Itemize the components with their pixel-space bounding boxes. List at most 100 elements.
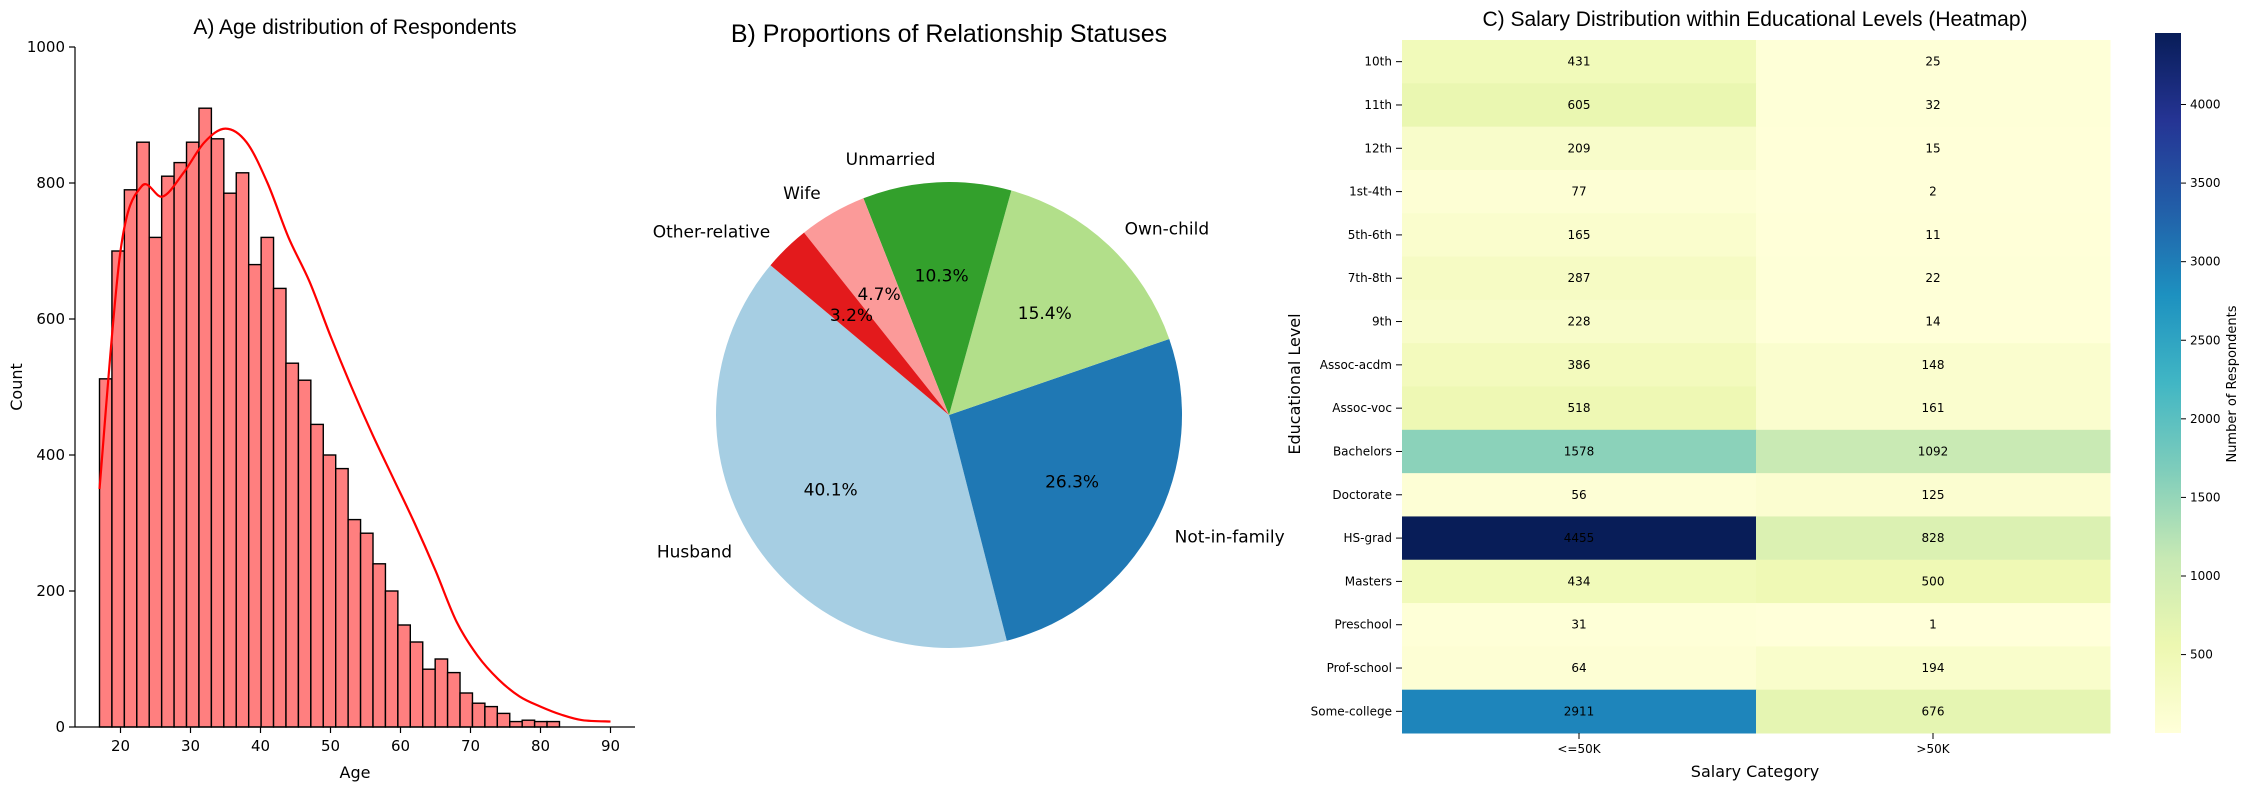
heatmap-cell-value: 828	[1922, 531, 1945, 545]
heatmap-cell-value: 2	[1929, 185, 1937, 199]
heatmap-cell	[1756, 169, 2111, 214]
histogram-bar	[484, 705, 499, 728]
pie-percent-label: 15.4%	[1018, 304, 1072, 324]
heatmap-cell	[1402, 429, 1757, 474]
y-tick-label: 0	[55, 718, 65, 736]
colorbar-tick-label: 500	[2190, 648, 2213, 662]
heatmap-cell	[1402, 256, 1757, 301]
colorbar-gradient	[2155, 33, 2181, 733]
heatmap-cell	[1402, 126, 1757, 171]
heatmap-cell-value: 676	[1922, 704, 1945, 718]
heatmap-cell	[1402, 689, 1757, 734]
y-tick-label: 400	[36, 446, 65, 464]
heatmap-cell-value: 194	[1922, 661, 1945, 675]
histogram-bar	[173, 161, 188, 728]
y-tick-label: 800	[36, 174, 65, 192]
histogram-bar	[148, 236, 163, 728]
heatmap-row-label: Bachelors	[1333, 444, 1392, 458]
heatmap-row-label: 1st-4th	[1349, 185, 1392, 199]
y-tick-label: 600	[36, 310, 65, 328]
heatmap-cell	[1756, 689, 2111, 734]
pie-percent-label: 10.3%	[915, 266, 969, 286]
heatmap-cell-value: 25	[1925, 55, 1940, 69]
relationship-pie-panel: B) Proportions of Relationship Statuses …	[653, 20, 1285, 648]
colorbar-tick-label: 4000	[2190, 98, 2221, 112]
heatmap-cell	[1756, 126, 2111, 171]
pie-category-label: Other-relative	[653, 222, 770, 242]
heatmap-cell-value: 1092	[1918, 444, 1949, 458]
heatmap-cell-value: 64	[1571, 661, 1586, 675]
heatmap-row-label: Doctorate	[1332, 488, 1392, 502]
histogram-bar	[198, 107, 213, 728]
heatmap-cell-value: 4455	[1564, 531, 1595, 545]
heatmap-cell	[1756, 646, 2111, 691]
heatmap-cell-value: 1578	[1564, 444, 1595, 458]
heatmap-row-label: Prof-school	[1327, 661, 1392, 675]
heatmap-column-labels: <=50K >50K	[1557, 733, 1951, 756]
heatmap-cell	[1402, 603, 1757, 647]
x-tick-label: 30	[181, 737, 200, 755]
colorbar-tick-label: 2000	[2190, 412, 2221, 426]
histogram-bar	[546, 720, 561, 728]
heatmap-row-label: 12th	[1364, 141, 1392, 155]
heatmap-cell-value: 431	[1568, 55, 1591, 69]
histogram-bar	[471, 702, 486, 728]
histogram-bar	[496, 712, 511, 728]
heatmap-title: C) Salary Distribution within Educationa…	[1482, 8, 2027, 31]
heatmap-row-label: 9th	[1372, 315, 1392, 329]
pie-slice	[949, 338, 1183, 641]
heatmap-cell	[1756, 213, 2111, 258]
heatmap-column-label: >50K	[1916, 742, 1950, 756]
pie-category-label: Own-child	[1125, 219, 1210, 239]
heatmap-cell-value: 500	[1922, 574, 1945, 588]
heatmap-cell	[1402, 83, 1757, 128]
x-tick-label: 70	[461, 737, 480, 755]
x-tick-label: 90	[601, 737, 620, 755]
heatmap-cell	[1402, 559, 1757, 604]
pie-slice	[863, 182, 1012, 415]
heatmap-cell-value: 161	[1922, 401, 1945, 415]
pie-title: B) Proportions of Relationship Statuses	[731, 20, 1167, 48]
heatmap-cell	[1402, 516, 1757, 561]
heatmap-y-label: Educational Level	[1285, 313, 1304, 454]
heatmap-cell-value: 165	[1568, 228, 1591, 242]
heatmap-cell-value: 228	[1568, 315, 1591, 329]
histogram-bar	[98, 378, 113, 728]
histogram-bar	[297, 379, 312, 728]
kde-curve	[98, 127, 611, 723]
heatmap-cell	[1402, 473, 1757, 517]
heatmap-cell-value: 125	[1922, 488, 1945, 502]
heatmap-x-label: Salary Category	[1691, 762, 1819, 781]
histogram-bar	[185, 141, 200, 728]
pie-percent-label: 3.2%	[830, 306, 873, 326]
pie-category-label: Husband	[657, 543, 732, 563]
heatmap-row-label: 10th	[1364, 55, 1392, 69]
histogram-y-ticks: 0 200 400 600 800 1000	[27, 38, 75, 736]
heatmap-cell-value: 14	[1925, 315, 1940, 329]
heatmap-row-label: 11th	[1364, 98, 1392, 112]
age-histogram-panel: A) Age distribution of Respondents 20 30 4…	[7, 16, 635, 782]
heatmap-row-label: 5th-6th	[1348, 228, 1392, 242]
histogram-bar	[123, 189, 138, 728]
histogram-bar	[285, 362, 300, 728]
heatmap-cell	[1756, 559, 2111, 604]
histogram-x-ticks: 20 30 40 50 60 70 80 90	[111, 727, 620, 755]
heatmap-cell	[1756, 40, 2111, 84]
heatmap-cell	[1402, 169, 1757, 214]
histogram-bar	[384, 590, 399, 728]
pie-slice	[716, 265, 1007, 648]
histogram-bar	[272, 287, 287, 728]
histogram-bar	[210, 138, 225, 728]
x-tick-label: 50	[321, 737, 340, 755]
histogram-bar	[260, 236, 275, 728]
heatmap-cell	[1402, 343, 1757, 387]
heatmap-cell	[1402, 299, 1757, 344]
histogram-y-label: Count	[7, 363, 26, 411]
histogram-bar	[397, 624, 412, 728]
pie-slice	[770, 232, 949, 415]
heatmap-cell-value: 287	[1568, 271, 1591, 285]
heatmap-cell	[1756, 299, 2111, 344]
colorbar: 500 1000 1500 2000 2500 3000 3500 4000	[2155, 33, 2221, 733]
heatmap-cell	[1756, 473, 2111, 517]
